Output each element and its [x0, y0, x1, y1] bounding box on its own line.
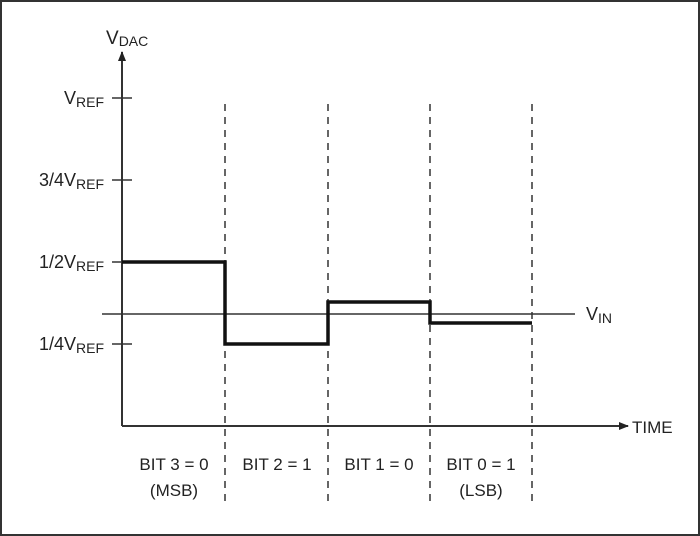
tick-label-1-2-vref: 1/2VREF [39, 252, 104, 274]
bit-dividers [224, 104, 533, 506]
tick-label-3-4-vref: 3/4VREF [39, 170, 104, 192]
dac-waveform [122, 260, 532, 346]
x-axis-label: TIME [632, 418, 673, 437]
y-axis-label: VDAC [106, 28, 148, 49]
vin-label: VIN [586, 304, 612, 326]
tick-label-vref: VREF [64, 88, 104, 110]
bit-labels: BIT 3 = 0 (MSB) BIT 2 = 1 BIT 1 = 0 BIT … [139, 455, 515, 500]
bit2-label: BIT 2 = 1 [242, 455, 311, 474]
bit3-sublabel: (MSB) [150, 481, 198, 500]
bit0-sublabel: (LSB) [459, 481, 502, 500]
tick-label-1-4-vref: 1/4VREF [39, 334, 104, 356]
bit3-label: BIT 3 = 0 [139, 455, 208, 474]
bit1-label: BIT 1 = 0 [344, 455, 413, 474]
bit0-label: BIT 0 = 1 [446, 455, 515, 474]
